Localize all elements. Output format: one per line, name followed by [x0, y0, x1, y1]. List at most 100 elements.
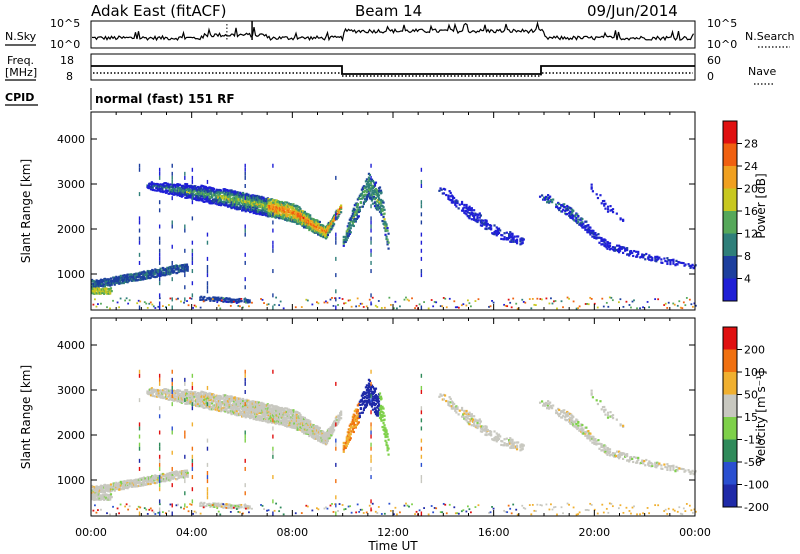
- echo-cell: [358, 403, 361, 407]
- echo-cell: [295, 211, 299, 214]
- echo-cell: [244, 228, 246, 233]
- echo-cell: [98, 281, 101, 284]
- echo-cell: [302, 210, 305, 213]
- echo-cell: [209, 195, 212, 199]
- echo-cell: [420, 305, 423, 310]
- echo-cell: [151, 303, 154, 306]
- echo-cell: [309, 420, 312, 423]
- echo-cell: [177, 185, 180, 188]
- echo-cell: [335, 236, 337, 241]
- echo-cell: [420, 232, 423, 237]
- echo-cell: [371, 202, 375, 205]
- echo-cell: [158, 301, 161, 306]
- echo-cell: [158, 200, 161, 205]
- echo-cell: [368, 194, 372, 197]
- echo-cell: [272, 220, 274, 225]
- echo-cell: [234, 195, 238, 198]
- echo-cell: [385, 235, 388, 238]
- echo-cell: [453, 300, 456, 303]
- echo-cell: [109, 284, 112, 287]
- echo-cell: [175, 192, 178, 195]
- echo-cell: [460, 202, 464, 206]
- echo-cell: [337, 215, 340, 218]
- echo-cell: [374, 187, 378, 191]
- echo-cell: [357, 196, 360, 199]
- echo-cell: [264, 205, 267, 208]
- echo-cell: [186, 186, 189, 189]
- echo-cell: [138, 220, 141, 225]
- echo-cell: [287, 202, 291, 205]
- echo-cell: [169, 297, 172, 300]
- echo-cell: [152, 188, 155, 192]
- echo-cell: [184, 285, 186, 290]
- echo-cell: [349, 220, 352, 223]
- echo-cell: [203, 196, 207, 199]
- echo-cell: [138, 305, 141, 310]
- echo-cell: [335, 175, 337, 180]
- echo-cell: [449, 191, 452, 195]
- echo-cell: [352, 216, 355, 219]
- echo-cell: [370, 199, 374, 202]
- echo-cell: [375, 200, 379, 203]
- echo-cell: [411, 297, 413, 300]
- echo-cell: [200, 187, 203, 190]
- echo-cell: [600, 202, 603, 205]
- echo-cell: [349, 433, 352, 436]
- echo-cell: [499, 229, 502, 232]
- echo-cell: [381, 209, 384, 213]
- echo-cell: [361, 411, 364, 414]
- echo-cell: [158, 305, 161, 310]
- echo-cell: [645, 252, 648, 256]
- echo-cell: [513, 235, 516, 238]
- echo-cell: [138, 192, 141, 197]
- echo-cell: [240, 205, 243, 208]
- echo-cell: [448, 297, 451, 300]
- echo-cell: [599, 194, 602, 197]
- power-heatmap: [91, 163, 697, 310]
- echo-cell: [185, 263, 189, 266]
- echo-cell: [379, 200, 383, 203]
- echo-cell: [326, 233, 330, 237]
- echo-cell: [235, 202, 238, 205]
- echo-cell: [383, 226, 386, 230]
- echo-cell: [387, 241, 390, 244]
- echo-cell: [353, 217, 356, 221]
- cpid-text: normal (fast) 151 RF: [95, 92, 235, 106]
- echo-cell: [335, 216, 337, 221]
- echo-cell: [358, 209, 361, 212]
- echo-cell: [182, 187, 185, 190]
- echo-cell: [335, 305, 337, 310]
- echo-cell: [560, 300, 563, 303]
- echo-cell: [592, 229, 595, 233]
- echo-cell: [347, 230, 350, 234]
- noise-right-label: N.Search: [745, 30, 795, 43]
- echo-cell: [331, 226, 334, 229]
- echo-cell: [212, 187, 216, 191]
- echo-cell: [635, 250, 638, 253]
- echo-cell: [309, 214, 312, 217]
- echo-cell: [158, 293, 161, 298]
- echo-cell: [262, 208, 265, 212]
- echo-cell: [364, 199, 368, 203]
- echo-cell: [302, 213, 306, 217]
- echo-cell: [384, 439, 387, 442]
- echo-cell: [383, 218, 386, 221]
- echo-cell: [158, 171, 161, 176]
- echo-cell: [477, 219, 480, 222]
- echo-cell: [244, 163, 246, 168]
- echo-cell: [210, 190, 213, 194]
- echo-cell: [556, 307, 558, 310]
- echo-cell: [369, 181, 373, 185]
- echo-cell: [206, 232, 209, 237]
- echo-cell: [442, 192, 446, 195]
- echo-cell: [369, 390, 373, 393]
- beam-title: Beam 14: [355, 2, 422, 20]
- echo-cell: [171, 163, 173, 168]
- echo-cell: [591, 235, 594, 238]
- echo-cell: [230, 201, 233, 204]
- echo-cell: [370, 192, 372, 197]
- echo-cell: [365, 384, 369, 387]
- echo-cell: [385, 441, 388, 444]
- echo-cell: [507, 298, 510, 301]
